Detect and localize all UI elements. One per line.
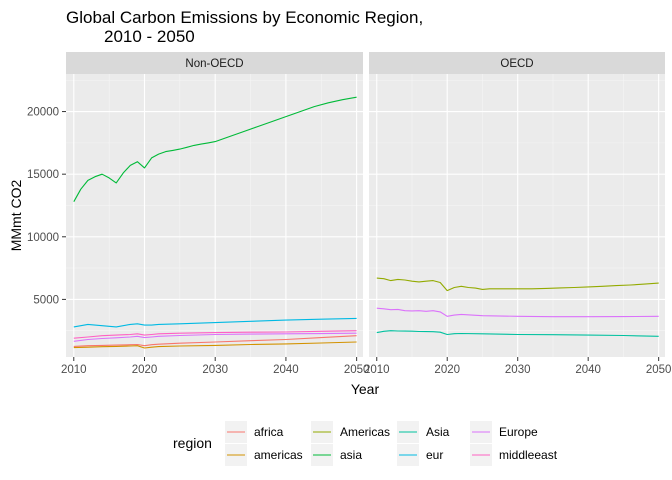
x-axis-title: Year <box>351 381 380 397</box>
x-tick-label: 2010 <box>61 364 87 376</box>
y-tick-label: 15000 <box>27 169 59 181</box>
legend-item-europe: Europe <box>470 421 538 443</box>
series-line-asia <box>73 96 357 202</box>
chart-title-line-1: Global Carbon Emissions by Economic Regi… <box>66 8 423 27</box>
legend-item-americas: Americas <box>311 421 390 443</box>
legend-item-asia: asia <box>311 444 362 466</box>
x-tick-label: 2020 <box>434 364 460 376</box>
series-line-africa <box>73 335 357 347</box>
x-tick-label: 2050 <box>646 364 672 376</box>
legend-label: Europe <box>499 425 538 439</box>
y-axis: 5000 10000 15000 20000 <box>27 107 66 306</box>
plot-panel <box>369 74 665 357</box>
x-tick-label: 2050 <box>344 364 370 376</box>
plot-panel <box>66 74 363 357</box>
legend-item-africa: africa <box>225 421 284 443</box>
legend-label: africa <box>254 425 284 439</box>
y-tick-label: 20000 <box>27 107 59 119</box>
facet-strip-label: Non-OECD <box>185 58 243 70</box>
x-tick-label: 2040 <box>575 364 601 376</box>
series-line-americas <box>73 341 357 349</box>
facet-non-oecd: Non-OECD <box>66 52 363 357</box>
legend-label: Asia <box>426 425 450 439</box>
legend-item-eur: eur <box>397 444 443 466</box>
gridlines <box>66 74 363 357</box>
series-group <box>376 277 659 337</box>
chart-title-line-2: 2010 - 2050 <box>104 27 195 46</box>
series-group <box>73 96 357 349</box>
y-tick-label: 10000 <box>27 232 59 244</box>
x-tick-label: 2030 <box>505 364 531 376</box>
gridlines <box>369 74 665 357</box>
legend-label: americas <box>254 448 303 462</box>
legend-label: Americas <box>340 425 390 439</box>
series-line-europe <box>376 307 659 318</box>
legend-label: middleeast <box>499 448 558 462</box>
x-tick-label: 2030 <box>202 364 228 376</box>
facet-oecd: OECD <box>369 52 665 357</box>
x-tick-label: 2020 <box>132 364 158 376</box>
legend-item-middleeast: middleeast <box>470 444 558 466</box>
y-tick-label: 5000 <box>33 294 59 306</box>
series-line-asia <box>376 330 659 337</box>
x-tick-label: 2010 <box>364 364 390 376</box>
legend-items: africa americas Americas asia Asia eur Europe m… <box>225 421 558 466</box>
legend: region africa americas Americas asia Asia eur… <box>173 421 558 466</box>
facet-strip-label: OECD <box>500 58 533 70</box>
x-tick-label: 2040 <box>273 364 299 376</box>
legend-item-asia: Asia <box>397 421 450 443</box>
legend-label: eur <box>426 448 443 462</box>
facet-strip <box>369 52 665 74</box>
legend-label: asia <box>340 448 362 462</box>
series-line-americas <box>376 277 659 292</box>
facet-strip <box>66 52 363 74</box>
series-line-europe <box>73 332 357 342</box>
y-axis-title: MMmt CO2 <box>8 180 24 252</box>
legend-title: region <box>173 435 212 451</box>
series-line-eur <box>73 317 357 328</box>
legend-item-americas: americas <box>225 444 303 466</box>
series-line-middleeast <box>73 330 357 339</box>
